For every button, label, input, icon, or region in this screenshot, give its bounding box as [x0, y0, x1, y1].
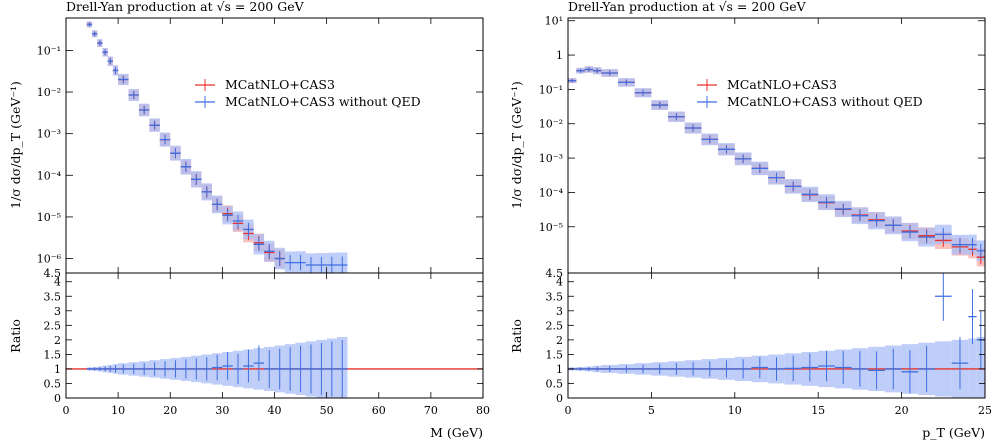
ratio-y-tick-label: 1: [556, 363, 563, 376]
y-tick-label: 10⁻⁴: [539, 186, 564, 199]
series-line-0: [86, 23, 285, 260]
ratio-y-tick-label: 3: [54, 305, 61, 318]
x-tick-label: 0: [63, 404, 70, 417]
y-tick-label: 4.5: [44, 267, 62, 280]
ratio-y-tick-label: 1.5: [546, 348, 564, 361]
x-tick-label: 25: [978, 404, 992, 417]
right-title: Drell-Yan production at √s = 200 GeV: [568, 0, 807, 14]
right-axis-ticks: 0 5 10 15 20 2510¹110⁻¹10⁻²10⁻³10⁻⁴10⁻⁵4.543.…: [539, 15, 992, 417]
left-ratio-ylabel: Ratio: [8, 319, 23, 353]
left-series-lines: [66, 22, 483, 398]
left-legend-label-0: MCatNLO+CAS3: [225, 77, 335, 92]
ratio-y-tick-label: 3: [556, 305, 563, 318]
ratio-y-tick-label: 0: [556, 392, 563, 405]
x-tick-label: 15: [811, 404, 825, 417]
right-legend: MCatNLO+CAS3 MCatNLO+CAS3 without QED: [697, 77, 923, 109]
x-tick-label: 10: [111, 404, 125, 417]
right-legend-label-1: MCatNLO+CAS3 without QED: [727, 94, 923, 109]
right-ratio-ylabel: Ratio: [509, 319, 524, 353]
y-tick-label: 10⁻³: [37, 128, 61, 141]
y-tick-label: 10⁻⁶: [37, 253, 62, 266]
ratio-y-tick-label: 3.5: [44, 290, 62, 303]
y-tick-label: 10⁻²: [37, 86, 61, 99]
ratio-y-tick-label: 1.5: [44, 348, 62, 361]
left-uncertainty-bands: [86, 21, 348, 273]
ratio-y-tick-label: 2: [54, 334, 61, 347]
x-tick-label: 80: [476, 404, 490, 417]
right-legend-label-0: MCatNLO+CAS3: [727, 77, 837, 92]
y-tick-label: 4.5: [546, 267, 564, 280]
y-tick-label: 10⁻⁴: [37, 169, 62, 182]
x-tick-label: 5: [648, 404, 655, 417]
y-tick-label: 10⁻¹: [539, 83, 563, 96]
ratio-y-tick-label: 3.5: [546, 290, 564, 303]
x-tick-label: 50: [320, 404, 334, 417]
left-main-frame: [65, 17, 484, 274]
y-tick-label: 10¹: [545, 15, 563, 28]
x-tick-label: 30: [215, 404, 229, 417]
ratio-y-tick-label: 0.5: [546, 377, 564, 390]
ratio-series-line: [86, 362, 348, 370]
x-tick-label: 0: [565, 404, 572, 417]
y-tick-label: 10⁻⁵: [539, 221, 563, 234]
x-tick-label: 60: [372, 404, 386, 417]
ratio-y-tick-label: 2: [556, 334, 563, 347]
left-ylabel: 1/σ dσ/dp_T (GeV⁻¹): [8, 81, 23, 209]
left-axis-ticks: 0 10 20 30 40 50 60 70 8010⁻¹10⁻²10⁻³10⁻⁴10⁻⁵10⁻…: [37, 18, 490, 417]
left-xlabel: M (GeV): [430, 425, 483, 440]
y-tick-label: 10⁻²: [539, 118, 563, 131]
right-xlabel: p_T (GeV): [922, 425, 985, 440]
y-tick-label: 10⁻¹: [37, 44, 61, 57]
left-legend: MCatNLO+CAS3 MCatNLO+CAS3 without QED: [195, 77, 421, 109]
x-tick-label: 10: [728, 404, 742, 417]
y-tick-label: 10⁻³: [539, 152, 563, 165]
y-tick-label: 1: [556, 49, 563, 62]
ratio-band-26: [968, 338, 977, 398]
right-ylabel: 1/σ dσ/dp_T (GeV⁻¹): [509, 81, 524, 209]
y-tick-label: 10⁻⁵: [37, 211, 61, 224]
ratio-y-tick-label: 2.5: [546, 319, 564, 332]
left-legend-label-1: MCatNLO+CAS3 without QED: [225, 94, 421, 109]
left-title: Drell-Yan production at √s = 200 GeV: [66, 0, 305, 14]
x-tick-label: 20: [163, 404, 177, 417]
right-ratio-frame: [567, 272, 986, 399]
ratio-y-tick-label: 4: [54, 276, 61, 289]
series-line-1: [568, 68, 985, 252]
ratio-y-tick-label: 2.5: [44, 319, 62, 332]
x-tick-label: 40: [268, 404, 282, 417]
ratio-y-tick-label: 1: [54, 363, 61, 376]
ratio-y-tick-label: 4: [556, 276, 563, 289]
ratio-y-tick-label: 0.5: [44, 377, 62, 390]
x-tick-label: 70: [424, 404, 438, 417]
ratio-y-tick-label: 0: [54, 392, 61, 405]
x-tick-label: 20: [895, 404, 909, 417]
series-line-1: [86, 23, 348, 266]
